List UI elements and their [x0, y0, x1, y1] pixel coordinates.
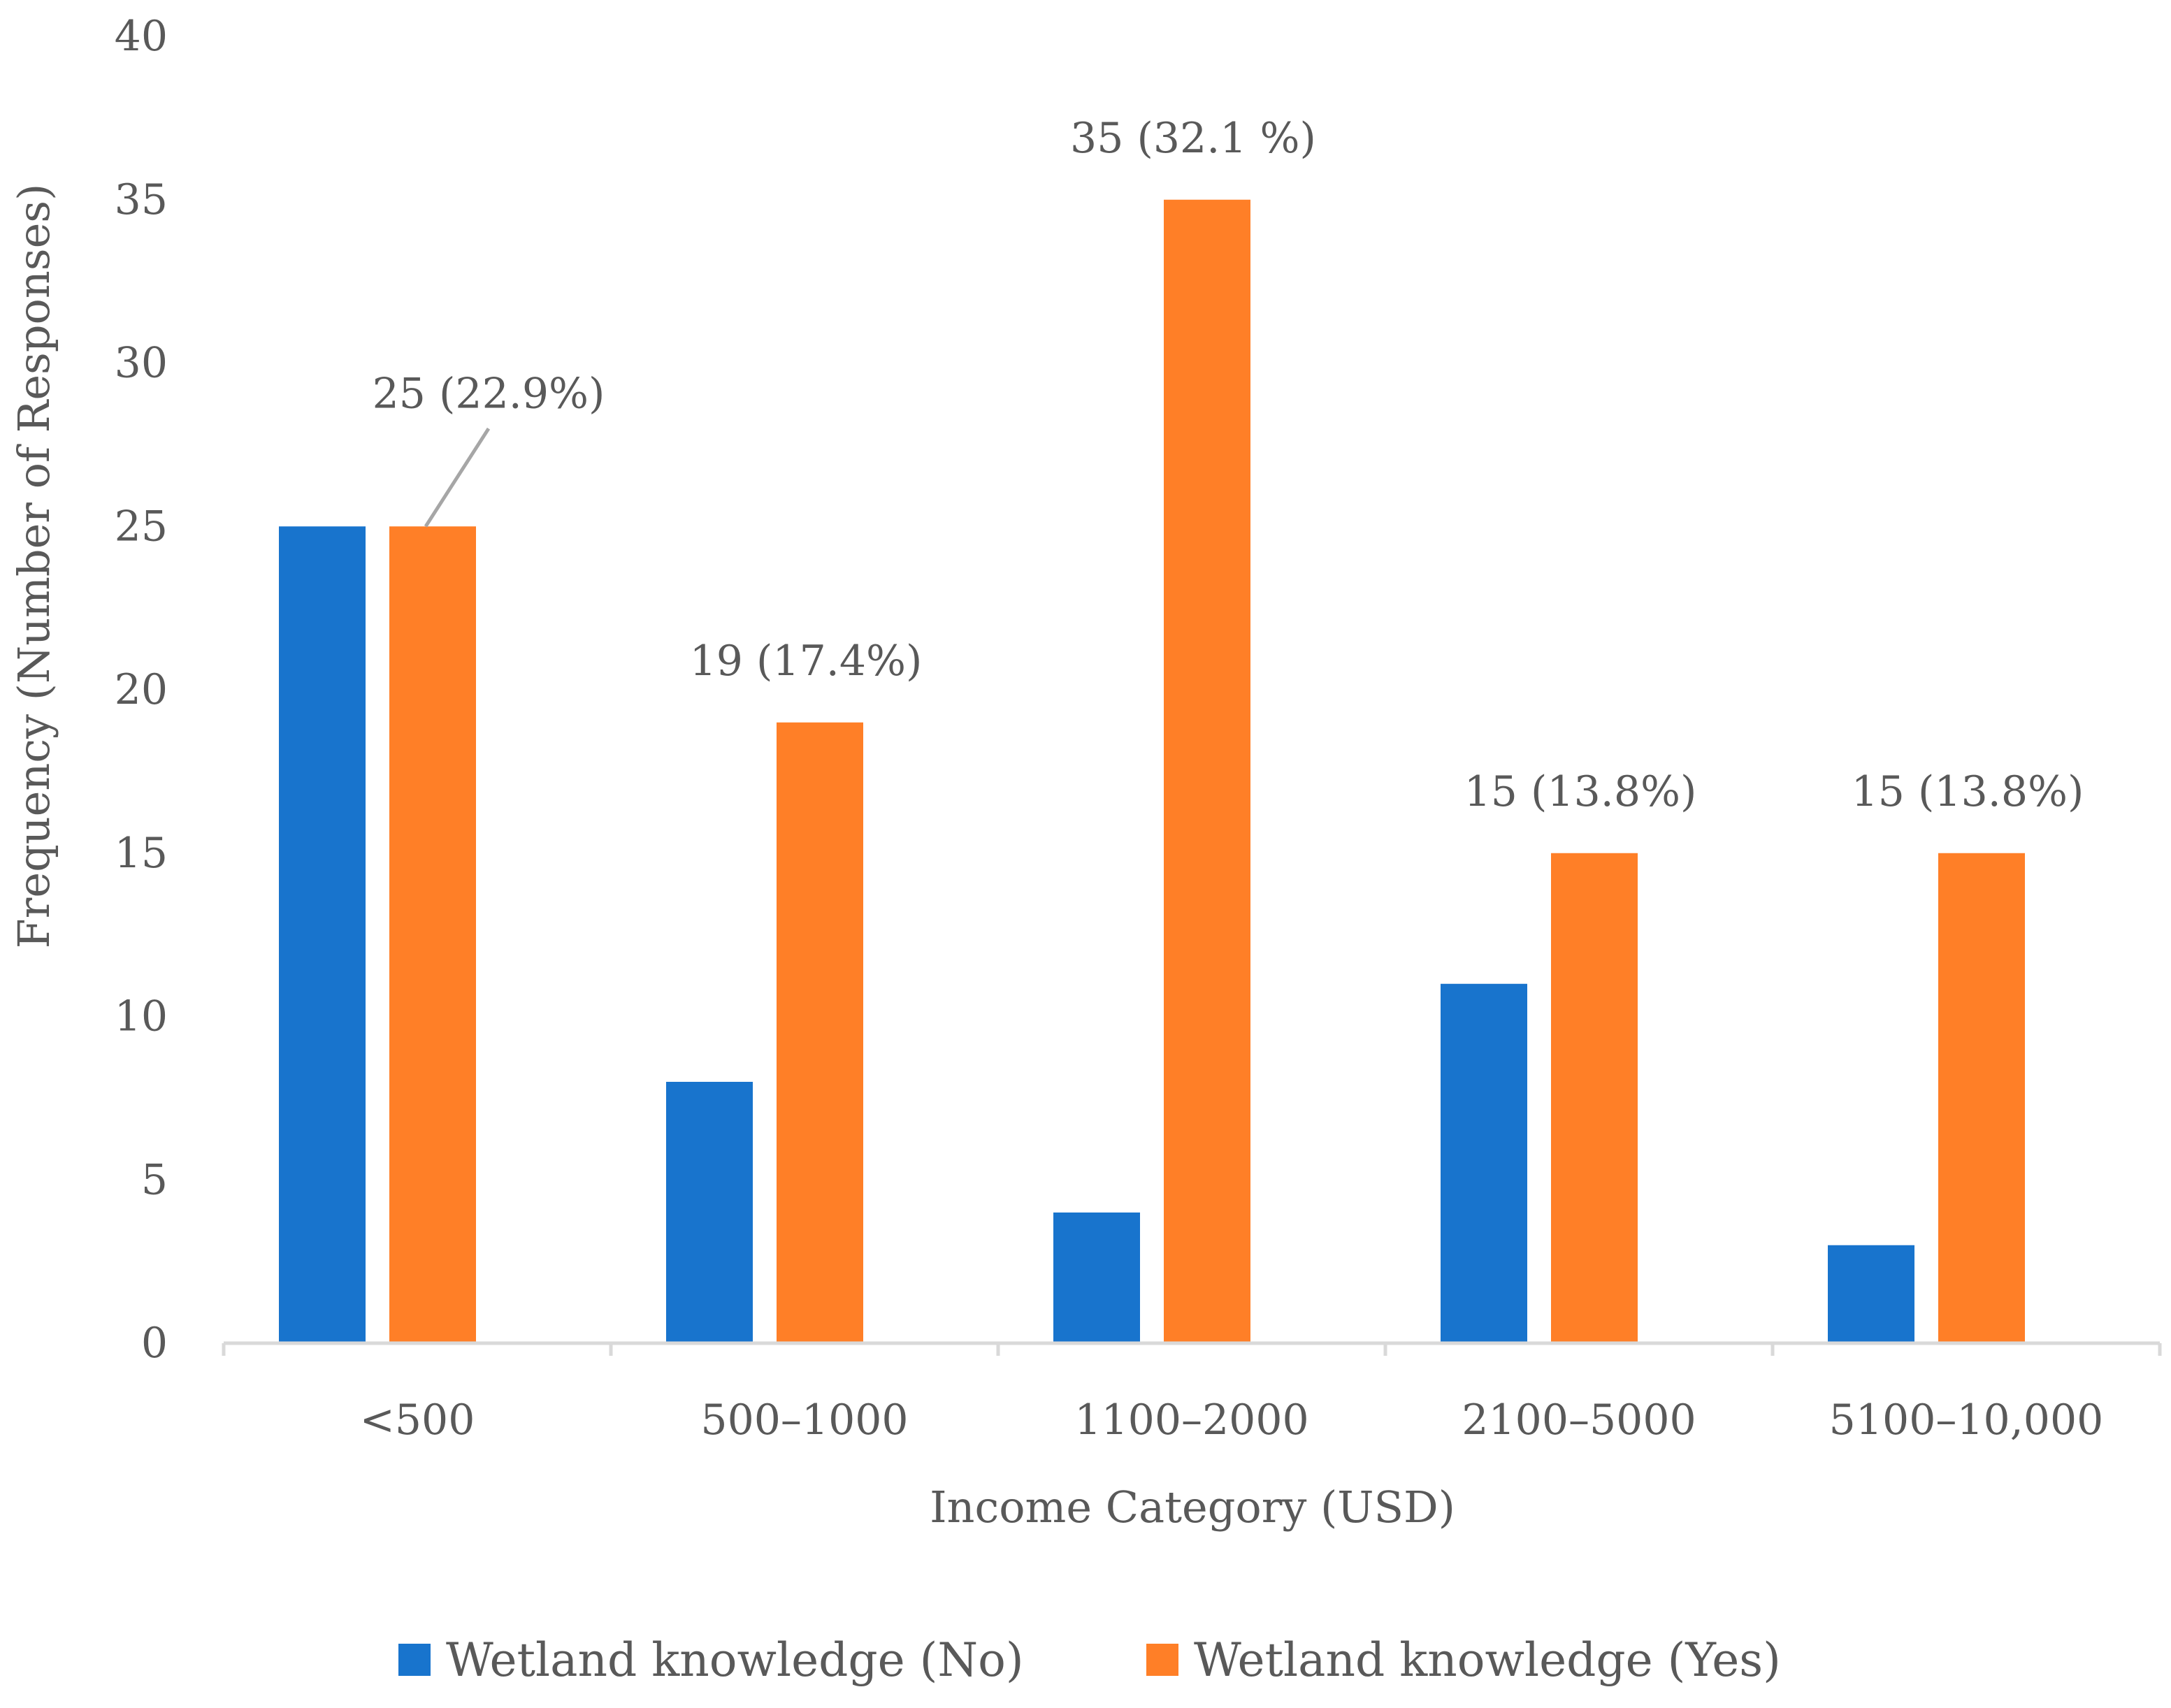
y-tick-label-25: 25	[115, 502, 168, 551]
legend-swatch-no	[398, 1644, 431, 1676]
y-tick-label-10: 10	[115, 992, 168, 1041]
data-label-leader-line	[424, 427, 491, 528]
bar-yes-1	[389, 526, 476, 1343]
x-axis-title: Income Category (USD)	[930, 1482, 1455, 1533]
y-tick-label-20: 20	[115, 665, 168, 714]
bar-no-5	[1828, 1245, 1914, 1343]
x-tick-label: 500–1000	[700, 1396, 908, 1445]
y-tick-label-5: 5	[141, 1155, 168, 1204]
bar-no-3	[1053, 1213, 1140, 1343]
x-axis: <500 500–1000 1100–2000 2100–5000 5100–10,00…	[222, 1341, 2162, 1445]
bar-yes-3	[1164, 199, 1250, 1343]
data-label-yes-1: 25 (22.9%)	[373, 369, 605, 418]
data-labels: 25 (22.9%) 19 (17.4%) 35 (32.1 %) 15 (13.8%…	[373, 114, 2084, 816]
y-tick-label-40: 40	[115, 12, 168, 61]
bar-yes-5	[1938, 853, 2025, 1343]
data-label-yes-5: 15 (13.8%)	[1852, 767, 2084, 816]
data-label-yes-3: 35 (32.1 %)	[1070, 114, 1316, 163]
bars	[279, 199, 2025, 1343]
bar-no-2	[666, 1082, 753, 1343]
y-tick-label-30: 30	[115, 339, 168, 388]
bar-no-1	[279, 526, 366, 1343]
y-tick-label-15: 15	[115, 829, 168, 878]
bar-yes-2	[777, 722, 863, 1343]
y-tick-label-35: 35	[115, 175, 168, 224]
data-label-yes-2: 19 (17.4%)	[690, 637, 923, 686]
x-tick-label: <500	[360, 1396, 475, 1445]
y-tick-label-0: 0	[141, 1319, 168, 1368]
bar-no-4	[1441, 983, 1527, 1343]
legend-label-yes: Wetland knowledge (Yes)	[1194, 1633, 1781, 1687]
y-axis-title: Frequency (Number of Responses)	[8, 184, 59, 949]
data-label-yes-4: 15 (13.8%)	[1464, 767, 1697, 816]
x-tick-label: 5100–10,000	[1829, 1396, 2104, 1445]
legend-swatch-yes	[1146, 1644, 1178, 1676]
legend-label-no: Wetland knowledge (No)	[446, 1633, 1024, 1687]
x-tick-label: 1100–2000	[1074, 1396, 1308, 1445]
bar-yes-4	[1551, 853, 1638, 1343]
y-axis-ticks: 0 5 10 15 20 25 30 35 40	[115, 12, 168, 1368]
x-tick-label: 2100–5000	[1462, 1396, 1696, 1445]
legend: Wetland knowledge (No) Wetland knowledge…	[398, 1633, 1781, 1687]
